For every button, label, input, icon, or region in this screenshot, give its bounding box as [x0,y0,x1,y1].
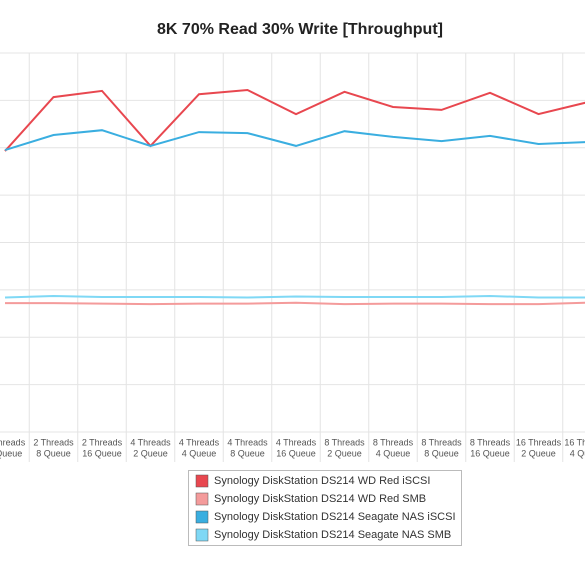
x-tick-label: 4 Threads [130,437,171,447]
series-line [5,301,585,306]
x-tick-label: 2 Threads [33,437,74,447]
x-tick-label: 8 Threads [373,437,414,447]
x-tick-label: 4 Queue [182,448,217,458]
x-tick-label: 4 Queue [570,448,585,458]
series-line [4,294,585,299]
legend-label: Synology DiskStation DS214 Seagate NAS i… [214,511,456,523]
x-tick-label: 2 Queue [327,448,362,458]
x-tick-label: 8 Queue [424,448,459,458]
x-tick-label: 4 Queue [0,448,22,458]
x-tick-label: 16 Threads [516,437,562,447]
legend-label: Synology DiskStation DS214 WD Red iSCSI [214,475,430,487]
x-tick-label: 2 Threads [82,437,123,447]
legend-swatch [195,528,209,542]
x-tick-label: 8 Threads [421,437,462,447]
x-tick-label: 16 Queue [470,448,510,458]
legend-swatch [195,510,209,524]
legend-label: Synology DiskStation DS214 WD Red SMB [214,493,426,505]
x-tick-label: 8 Queue [230,448,265,458]
x-tick-label: 4 Threads [227,437,268,447]
x-tick-label: 8 Threads [470,437,511,447]
x-tick-label: 16 Queue [82,448,122,458]
x-tick-label: 2 Queue [133,448,168,458]
x-tick-label: 8 Threads [324,437,365,447]
series-line [4,129,585,152]
x-tick-label: 8 Queue [36,448,71,458]
x-tick-label: 4 Queue [376,448,411,458]
x-tick-label: 4 Threads [179,437,220,447]
series-line [4,88,585,152]
chart-title: 8K 70% Read 30% Write [Throughput] [157,21,443,38]
x-tick-label: 16 Threads [564,437,585,447]
legend-swatch [195,474,209,488]
legend-label: Synology DiskStation DS214 Seagate NAS S… [214,529,451,541]
x-tick-label: 2 Queue [521,448,556,458]
x-tick-label: 16 Queue [276,448,316,458]
x-tick-label: 2 Threads [0,437,26,447]
legend-swatch [195,492,209,506]
x-tick-label: 4 Threads [276,437,317,447]
legend-box [188,470,462,546]
